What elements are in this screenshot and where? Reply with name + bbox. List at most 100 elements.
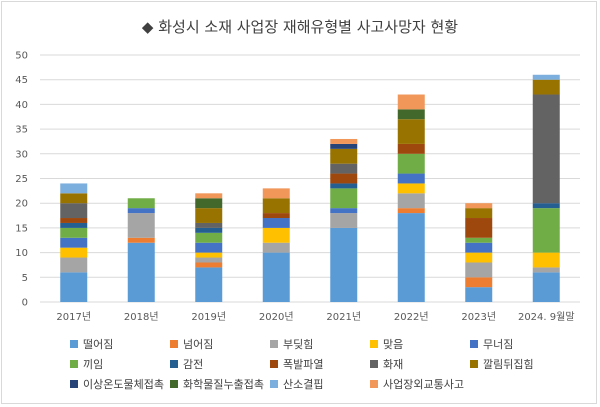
bar-segment	[195, 222, 223, 228]
legend-item: 화학물질누출접촉	[170, 376, 264, 392]
legend-label: 이상온도물체접촉	[83, 378, 164, 391]
bar-segment	[195, 242, 223, 253]
bar-segment	[195, 198, 223, 209]
bar-segment	[262, 252, 290, 302]
bar-segment	[465, 237, 493, 243]
bar-segment	[330, 148, 358, 164]
y-tick-label: 35	[15, 125, 28, 136]
legend-swatch	[370, 340, 378, 348]
bar-segment	[532, 208, 560, 253]
x-tick-label: 2018년	[124, 311, 159, 323]
legend-item: 떨어짐	[70, 336, 113, 352]
bar-segment	[127, 213, 155, 238]
legend-label: 산소결핍	[283, 378, 324, 391]
legend-label: 부딪힘	[283, 338, 314, 351]
bar-segment	[465, 203, 493, 209]
legend-label: 떨어짐	[83, 338, 114, 351]
x-tick-label: 2021년	[326, 311, 361, 323]
bar-segment	[60, 218, 88, 223]
legend-item: 사업장외교통사고	[370, 376, 464, 392]
bar-segment	[60, 257, 88, 273]
bar-segment	[60, 183, 88, 194]
legend-item: 부딪힘	[270, 336, 313, 352]
bar-segment	[532, 252, 560, 268]
bar-segment	[195, 208, 223, 223]
legend-label: 넘어짐	[183, 338, 214, 351]
legend-swatch	[270, 340, 278, 348]
legend-item: 산소결핍	[270, 376, 323, 392]
legend-item: 화재	[370, 356, 403, 372]
x-tick-label: 2024. 9월말	[518, 311, 575, 323]
legend-swatch	[470, 360, 478, 368]
legend-item: 폭발파열	[270, 356, 323, 372]
bar-segment	[532, 203, 560, 209]
bar-segment	[127, 237, 155, 243]
bar-segment	[532, 74, 560, 80]
bar-segment	[330, 188, 358, 209]
bar-segment	[465, 277, 493, 288]
y-tick-label: 0	[22, 298, 28, 309]
bar-segment	[262, 213, 290, 219]
y-tick-label: 20	[15, 199, 28, 210]
bar-segment	[397, 119, 425, 144]
bar-segment	[532, 94, 560, 204]
bar-segment	[127, 242, 155, 302]
x-tick-label: 2019년	[191, 311, 226, 323]
bar-segment	[330, 143, 358, 149]
bar-segment	[397, 153, 425, 174]
legend-label: 깔림뒤집힘	[483, 358, 534, 371]
bar-segment	[465, 262, 493, 278]
x-tick-label: 2017년	[56, 311, 91, 323]
bar-segment	[60, 203, 88, 219]
bar-segment	[60, 193, 88, 204]
bar-segment	[195, 232, 223, 243]
legend-label: 무너짐	[483, 338, 514, 351]
bar-segment	[195, 193, 223, 199]
legend-swatch	[70, 340, 78, 348]
x-tick-label: 2023년	[461, 311, 496, 323]
bar-segment	[195, 262, 223, 268]
y-tick-label: 45	[15, 75, 28, 86]
x-tick-label: 2022년	[394, 311, 429, 323]
y-tick-label: 25	[15, 174, 28, 185]
bar-segment	[262, 242, 290, 253]
y-tick-label: 50	[15, 51, 28, 62]
legend-label: 감전	[183, 358, 204, 371]
bar-segment	[330, 227, 358, 302]
bar-segment	[330, 173, 358, 184]
bar-segment	[465, 218, 493, 238]
legend-swatch	[270, 380, 278, 388]
y-tick-label: 30	[15, 149, 28, 160]
legend-item: 이상온도물체접촉	[70, 376, 164, 392]
legend-swatch	[470, 340, 478, 348]
bar-segment	[330, 213, 358, 228]
legend-swatch	[170, 340, 178, 348]
bar-segment	[397, 109, 425, 120]
bar-segment	[195, 257, 223, 263]
bar-segment	[60, 272, 88, 302]
legend-label: 끼임	[83, 358, 104, 371]
bar-segment	[60, 222, 88, 228]
bar-segment	[195, 267, 223, 302]
legend-swatch	[370, 360, 378, 368]
legend-item: 깔림뒤집힘	[470, 356, 534, 372]
bar-segment	[532, 267, 560, 273]
legend-item: 끼임	[70, 356, 103, 372]
bar-segment	[397, 193, 425, 209]
bar-segment	[262, 227, 290, 243]
bar-segment	[465, 242, 493, 253]
legend-swatch	[70, 360, 78, 368]
bar-segment	[330, 183, 358, 189]
bar-segment	[532, 79, 560, 95]
legend-item: 감전	[170, 356, 203, 372]
bar-segment	[262, 198, 290, 214]
bar-segment	[262, 188, 290, 199]
bar-segment	[330, 138, 358, 144]
y-tick-label: 40	[15, 100, 28, 111]
bar-segment	[397, 143, 425, 154]
y-tick-label: 15	[15, 223, 28, 234]
legend-swatch	[170, 380, 178, 388]
bar-segment	[60, 247, 88, 258]
